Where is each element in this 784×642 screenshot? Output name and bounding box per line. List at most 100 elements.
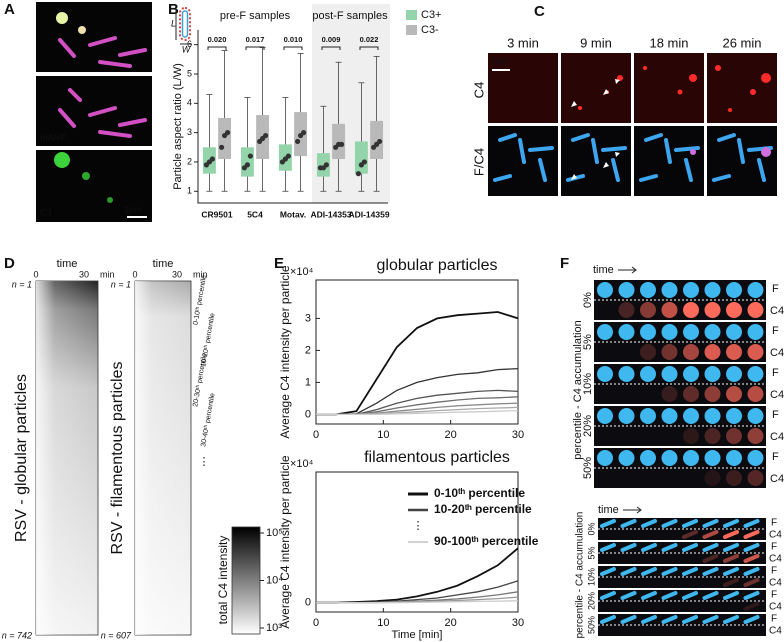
- x-tick-label: ADI-14353: [310, 209, 351, 219]
- f-spot: [640, 450, 656, 466]
- label: F: [771, 566, 777, 577]
- f-spot: [661, 282, 678, 298]
- f-spot: [683, 408, 699, 424]
- y-axis-label: Average C4 intensity per particle: [278, 265, 292, 439]
- y-tick-label: 4: [187, 98, 192, 108]
- f-filament: [723, 543, 739, 552]
- panel-label: E: [274, 255, 284, 272]
- c4-filament: [743, 578, 760, 587]
- label: 10%: [586, 568, 596, 586]
- legend-ellipsis: ⋮: [413, 520, 424, 532]
- f-spot: [661, 450, 678, 466]
- c4-spot: [704, 386, 721, 402]
- x-tick-label: 10: [377, 617, 389, 629]
- f-spot: [640, 282, 656, 298]
- c4-spot: [747, 470, 764, 486]
- c4-spot: [661, 344, 678, 360]
- legend-label: 90-100ᵗʰ percentile: [434, 534, 539, 548]
- label: 18 min: [649, 35, 688, 50]
- f-filament: [641, 567, 657, 576]
- f-spot: [726, 324, 742, 340]
- x-tick-label: 0: [313, 429, 319, 441]
- c4-spot: [726, 302, 742, 318]
- label: C4: [471, 82, 486, 99]
- f-spot: [704, 450, 721, 466]
- time-arrow: [623, 506, 642, 514]
- f-filament: [641, 519, 657, 528]
- f-filament: [743, 543, 760, 552]
- f-filament: [600, 615, 616, 624]
- c4-spot: [704, 470, 721, 486]
- label: 0: [33, 269, 38, 279]
- c4-spot: [726, 386, 742, 402]
- f-spot: [640, 324, 656, 340]
- label: 2μm: [124, 204, 142, 214]
- p-value: 0.010: [284, 35, 303, 44]
- label: 50%: [586, 616, 596, 634]
- y-tick-label: 2: [187, 156, 192, 166]
- panel-d-heatmaps: [35, 280, 261, 636]
- replicate-point: [285, 153, 291, 159]
- f-filament: [620, 567, 637, 576]
- x-tick-label: ADI-14359: [348, 209, 389, 219]
- plot-frame: [315, 279, 519, 425]
- f-spot: [661, 324, 678, 340]
- y-tick-label: 0: [305, 408, 311, 420]
- label: F: [772, 367, 779, 379]
- x-tick-label: 20: [445, 617, 457, 629]
- f-spot: [618, 408, 635, 424]
- c4-spot: [747, 386, 764, 402]
- f-filament: [702, 519, 719, 528]
- label: 5%: [586, 546, 596, 559]
- f-spot: [747, 282, 764, 298]
- label: F: [772, 409, 779, 421]
- replicate-point: [361, 159, 367, 165]
- c4-filament: [682, 530, 698, 539]
- y-tick-label: 3: [305, 312, 311, 324]
- label: F/C4: [471, 148, 486, 176]
- f-spot: [683, 324, 699, 340]
- colorbar-tick-label: 10⁴: [266, 574, 283, 586]
- inset-particle: [179, 7, 191, 41]
- f-filament: [641, 615, 657, 624]
- c4-spot: [704, 344, 721, 360]
- panel-label: F: [560, 255, 569, 272]
- y-scale-label: ×10⁴: [290, 266, 314, 278]
- label: 30-40ᵗʰ percentile: [200, 393, 216, 448]
- label: 10%: [582, 373, 594, 395]
- f-filament: [661, 567, 678, 576]
- y-tick-label: 0: [305, 597, 311, 609]
- y-axis-label: Particle aspect ratio (L/W): [172, 63, 184, 190]
- p-bracket: [359, 46, 379, 50]
- f-spot: [747, 366, 764, 382]
- f-filament: [682, 519, 698, 528]
- f-filament: [702, 615, 719, 624]
- label: C4: [770, 347, 784, 359]
- f-filament: [600, 591, 616, 600]
- label: min: [193, 269, 208, 279]
- c4-spot: [726, 344, 742, 360]
- label: time: [598, 504, 619, 516]
- c4-spot: [747, 302, 764, 318]
- panel-c-images: [488, 53, 777, 196]
- c4-filament: [702, 554, 719, 563]
- label: mAb/F: [40, 132, 67, 142]
- line: [316, 409, 519, 416]
- replicate-point: [209, 156, 215, 162]
- label: 5%: [582, 334, 594, 350]
- c4-filament: [743, 530, 760, 539]
- label: time: [153, 258, 174, 270]
- chart-title: globular particles: [377, 257, 498, 274]
- f-spot: [704, 366, 721, 382]
- label: C4: [770, 305, 784, 317]
- f-filament: [661, 543, 678, 552]
- label: n = 607: [101, 630, 132, 640]
- label: 20%: [582, 415, 594, 437]
- f-filament: [702, 567, 719, 576]
- x-tick-label: 5C4: [247, 209, 263, 219]
- c4-spot: [726, 428, 742, 444]
- panel-label: C: [534, 3, 545, 20]
- f-filament: [723, 567, 739, 576]
- f-spot: [704, 408, 721, 424]
